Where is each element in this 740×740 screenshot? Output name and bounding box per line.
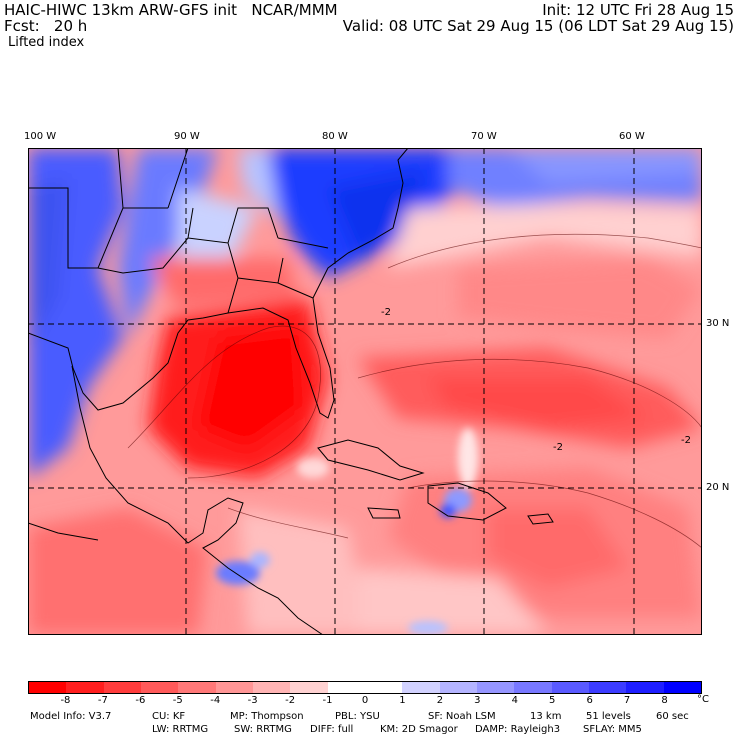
- model-info-res: 13 km: [530, 711, 562, 722]
- contour-lines: [127, 233, 702, 549]
- colorbar-cell: [663, 682, 701, 693]
- colorbar-cell: [140, 682, 179, 693]
- colorbar-cell: [252, 682, 291, 693]
- forecast-hour: Fcst: 20 h: [4, 17, 88, 35]
- shaded-field: [28, 148, 702, 635]
- model-info-diff: DIFF: full: [310, 724, 354, 735]
- model-info-lw: LW: RRTMG: [152, 724, 209, 735]
- colorbar-tick-label: -5: [172, 695, 183, 706]
- model-info-levels: 51 levels: [586, 711, 631, 722]
- model-info-damp: DAMP: Rayleigh3: [475, 724, 561, 735]
- valid-time: Valid: 08 UTC Sat 29 Aug 15 (06 LDT Sat …: [342, 17, 734, 35]
- colorbar-tick-labels: -8 -7 -6 -5 -4 -3 -2 -1 0 1 2 3 4 5 6 7 8: [28, 695, 702, 707]
- colorbar-cell: [215, 682, 253, 693]
- colorbar-tick-label: 8: [661, 695, 668, 706]
- title-left: HAIC-HIWC 13km ARW-GFS init NCAR/MMM: [4, 1, 338, 19]
- colorbar-tick-label: -8: [60, 695, 71, 706]
- colorbar-tick-label: 2: [436, 695, 444, 706]
- model-info-1: Model Info: V3.7: [30, 711, 112, 722]
- colorbar-cell: [439, 682, 477, 693]
- colorbar-tick-label: 7: [623, 695, 631, 706]
- contour-label: -2: [553, 442, 563, 453]
- colorbar-cell: [327, 682, 365, 693]
- lifted-index-map: -2 -2 -2: [28, 148, 702, 635]
- model-info-cu: CU: KF: [152, 711, 186, 722]
- lat-label-20n: 20 N: [706, 482, 730, 493]
- colorbar-tick-label: -4: [210, 695, 221, 706]
- model-info-timestep: 60 sec: [656, 711, 689, 722]
- colorbar-cell: [66, 682, 104, 693]
- field-name: Lifted index: [8, 35, 85, 50]
- colorbar-tick-label: 4: [511, 695, 518, 706]
- lat-lon-grid: [28, 148, 702, 635]
- lon-label-60w: 60 W: [619, 131, 645, 142]
- colorbar-unit: °C: [697, 694, 709, 705]
- colorbar-tick-label: -1: [322, 695, 333, 706]
- lon-label-90w: 90 W: [174, 131, 200, 142]
- coastlines: [28, 148, 554, 635]
- colorbar-tick-label: 0: [361, 695, 369, 706]
- lon-label-80w: 80 W: [322, 131, 348, 142]
- colorbar-tick-label: -6: [135, 695, 146, 706]
- colorbar-cell: [402, 682, 440, 693]
- model-info-sf: SF: Noah LSM: [428, 711, 496, 722]
- map-frame: [28, 148, 702, 635]
- contour-label: -2: [381, 307, 391, 318]
- colorbar: [28, 681, 702, 694]
- colorbar-tick-label: 1: [399, 695, 406, 706]
- colorbar-cell: [551, 682, 589, 693]
- init-time: Init: 12 UTC Fri 28 Aug 15: [542, 1, 734, 19]
- colorbar-cell: [588, 682, 627, 693]
- colorbar-tick-label: 3: [474, 695, 481, 706]
- lon-label-100w: 100 W: [24, 131, 57, 142]
- colorbar-tick-label: -2: [285, 695, 296, 706]
- lon-label-70w: 70 W: [471, 131, 497, 142]
- colorbar-tick-label: -7: [97, 695, 108, 706]
- small-features: [216, 428, 478, 635]
- colorbar-cell: [178, 682, 216, 693]
- model-info-mp: MP: Thompson: [230, 711, 304, 722]
- colorbar-cell: [514, 682, 552, 693]
- colorbar-tick-label: -3: [247, 695, 258, 706]
- model-info-km: KM: 2D Smagor: [380, 724, 458, 735]
- colorbar-cell: [290, 682, 328, 693]
- model-info-pbl: PBL: YSU: [335, 711, 380, 722]
- model-info-sflay: SFLAY: MM5: [583, 724, 642, 735]
- contour-label: -2: [681, 435, 691, 446]
- colorbar-cell: [476, 682, 515, 693]
- colorbar-tick-label: 6: [586, 695, 593, 706]
- colorbar-cell: [364, 682, 403, 693]
- lat-label-30n: 30 N: [706, 318, 730, 329]
- colorbar-tick-label: 5: [549, 695, 556, 706]
- colorbar-cell: [29, 682, 67, 693]
- colorbar-cell: [103, 682, 141, 693]
- colorbar-cell: [626, 682, 664, 693]
- model-info-sw: SW: RRTMG: [234, 724, 292, 735]
